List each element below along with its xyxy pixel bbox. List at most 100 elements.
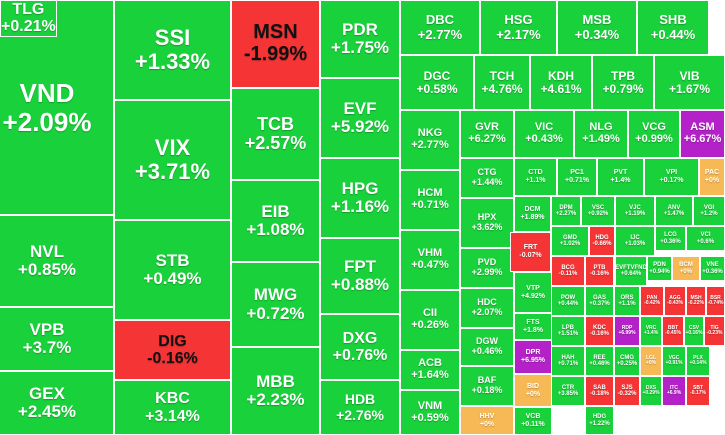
tile-dgc[interactable]: DGC +0.58% <box>400 55 474 110</box>
tile-vhm[interactable]: VHM +0.47% <box>400 230 460 290</box>
tile-msh[interactable]: MSH -0.22% <box>686 286 706 316</box>
tile-bid[interactable]: BID +0% <box>514 374 552 407</box>
tile-pan[interactable]: PAN -0.42% <box>640 286 664 316</box>
tile-bcm[interactable]: BCM +0% <box>672 256 700 281</box>
tile-vic[interactable]: VIC +0.43% <box>514 110 574 158</box>
tile-dcm[interactable]: DCM +1.89% <box>514 196 551 232</box>
tile-pvd[interactable]: PVD +2.99% <box>460 248 514 288</box>
tile-ssi[interactable]: SSI +1.33% <box>114 0 231 100</box>
tile-tig[interactable]: TIG -0.23% <box>704 316 725 346</box>
tile-rdp[interactable]: RDP +6.99% <box>614 316 640 346</box>
tile-ree[interactable]: REE +0.46% <box>585 346 614 376</box>
tile-shb[interactable]: SHB +0.44% <box>637 0 709 55</box>
tile-ctg[interactable]: CTG +1.44% <box>460 158 514 198</box>
tile-vnm[interactable]: VNM +0.59% <box>400 390 460 435</box>
tile-vcb[interactable]: VCB +0.11% <box>514 407 552 435</box>
tile-lpb[interactable]: LPB +1.51% <box>551 316 585 346</box>
tile-pc1[interactable]: PC1 +0.71% <box>557 158 597 196</box>
tile-cmg[interactable]: CMG +0.25% <box>614 346 640 376</box>
tile-vgi[interactable]: VGI +1.2% <box>693 196 725 226</box>
tile-acb[interactable]: ACB +1.64% <box>400 350 460 390</box>
tile-vpi[interactable]: VPI +0.17% <box>644 158 699 196</box>
tile-hdc[interactable]: HDC +2.07% <box>460 288 514 328</box>
tile-msb[interactable]: MSB +0.34% <box>557 0 637 55</box>
tile-lgl[interactable]: LGL +0% <box>640 346 662 376</box>
tile-dxg[interactable]: DXG +0.76% <box>320 314 400 380</box>
tile-asm[interactable]: ASM +6.67% <box>680 110 725 158</box>
tile-dig[interactable]: DIG -0.16% <box>114 320 231 380</box>
tile-lcg[interactable]: LCG +0.36% <box>655 226 686 251</box>
tile-gex[interactable]: GEX +2.45% <box>0 371 114 435</box>
tile-hpg[interactable]: HPG +1.16% <box>320 158 400 238</box>
tile-csv[interactable]: CSV +0.16% <box>684 316 704 346</box>
tile-gmd[interactable]: GMD +1.02% <box>551 226 589 256</box>
tile-hah[interactable]: HAH +0.71% <box>551 346 585 376</box>
tile-evftvfnd[interactable]: EVFTVFND +0.64% <box>615 256 647 286</box>
tile-tch[interactable]: TCH +4.76% <box>474 55 530 110</box>
tile-dbc[interactable]: DBC +2.77% <box>400 0 480 55</box>
tile-bbt[interactable]: BBT -0.45% <box>662 316 684 346</box>
tile-tcb[interactable]: TCB +2.57% <box>231 88 320 180</box>
tile-hdg-down[interactable]: HDG -0.66% <box>589 226 615 256</box>
tile-vgc[interactable]: VGC +0.91% <box>662 346 686 376</box>
tile-vpb[interactable]: VPB +3.7% <box>0 307 114 371</box>
tile-gas[interactable]: GAS +0.37% <box>585 286 614 316</box>
tile-tlg[interactable]: TLG +0.21% <box>0 0 57 37</box>
tile-ctr[interactable]: CTR +3.85% <box>551 376 585 406</box>
tile-agg[interactable]: AGG -0.43% <box>664 286 686 316</box>
tile-vjc[interactable]: VJC +1.19% <box>615 196 655 226</box>
tile-vsc[interactable]: VSC +0.92% <box>581 196 615 226</box>
tile-plx[interactable]: PLX +0.14% <box>686 346 710 376</box>
tile-kdh[interactable]: KDH +4.61% <box>530 55 592 110</box>
tile-hpx[interactable]: HPX +3.62% <box>460 198 514 248</box>
tile-sjs[interactable]: SJS -0.32% <box>614 376 640 406</box>
tile-anv[interactable]: ANV +1.47% <box>655 196 693 226</box>
tile-hcm[interactable]: HCM +0.71% <box>400 170 460 230</box>
tile-kbc[interactable]: KBC +3.14% <box>114 380 231 435</box>
tile-fpt[interactable]: FPT +0.88% <box>320 238 400 314</box>
tile-pdr[interactable]: PDR +1.75% <box>320 0 400 78</box>
tile-msn[interactable]: MSN -1.99% <box>231 0 320 88</box>
tile-pac[interactable]: PAC +0% <box>699 158 725 196</box>
tile-pdn[interactable]: PDN +0.94% <box>647 256 672 281</box>
tile-hhv[interactable]: HHV +0% <box>460 406 514 435</box>
tile-vtp[interactable]: VTP +4.92% <box>514 272 552 313</box>
tile-frt[interactable]: FRT -0.07% <box>510 232 551 272</box>
tile-vne[interactable]: VNE +0.36% <box>700 256 725 281</box>
tile-eib[interactable]: EIB +1.08% <box>231 180 320 262</box>
tile-nvl[interactable]: NVL +0.85% <box>0 215 114 307</box>
tile-bcg[interactable]: BCG -0.11% <box>551 256 585 286</box>
tile-stb[interactable]: STB +0.49% <box>114 220 231 320</box>
tile-evf[interactable]: EVF +5.92% <box>320 78 400 158</box>
tile-itc[interactable]: ITC +6.9% <box>662 376 686 406</box>
tile-ors[interactable]: ORS +1.1% <box>614 286 640 316</box>
tile-kdc[interactable]: KDC -0.16% <box>585 316 614 346</box>
tile-hsg[interactable]: HSG +2.17% <box>480 0 557 55</box>
tile-dxs[interactable]: DXS +0.29% <box>640 376 662 406</box>
tile-sab[interactable]: SAB -0.18% <box>585 376 614 406</box>
tile-hdb[interactable]: HDB +2.76% <box>320 380 400 435</box>
tile-gvr[interactable]: GVR +6.27% <box>460 110 514 158</box>
tile-ptb[interactable]: PTB -0.16% <box>585 256 614 286</box>
tile-vcg[interactable]: VCG +0.99% <box>628 110 680 158</box>
tile-cii[interactable]: CII +0.26% <box>400 290 460 350</box>
tile-nkg[interactable]: NKG +2.77% <box>400 110 460 170</box>
tile-pow[interactable]: POW +0.44% <box>551 286 585 316</box>
tile-dgw[interactable]: DGW +0.46% <box>460 328 514 366</box>
tile-vci[interactable]: VCI +0.6% <box>686 226 725 251</box>
tile-vib[interactable]: VIB +1.67% <box>654 55 725 110</box>
tile-sbt[interactable]: SBT -0.17% <box>686 376 710 406</box>
tile-nlg[interactable]: NLG +1.49% <box>574 110 628 158</box>
tile-dpm[interactable]: DPM +2.27% <box>551 196 581 226</box>
tile-bsr[interactable]: BSR -0.74% <box>706 286 725 316</box>
tile-ctd[interactable]: CTD +1.1% <box>514 158 557 196</box>
tile-mbb[interactable]: MBB +2.23% <box>231 347 320 435</box>
tile-mwg[interactable]: MWG +0.72% <box>231 262 320 347</box>
tile-pvt[interactable]: PVT +1.4% <box>597 158 644 196</box>
tile-tpb[interactable]: TPB +0.79% <box>592 55 654 110</box>
tile-hdg-up[interactable]: HDG +1.22% <box>585 406 614 435</box>
tile-vix[interactable]: VIX +3.71% <box>114 100 231 220</box>
tile-fts[interactable]: FTS +1.8% <box>514 313 552 340</box>
tile-dpr[interactable]: DPR +6.95% <box>514 340 552 374</box>
tile-ijc[interactable]: IJC +1.03% <box>615 226 655 256</box>
